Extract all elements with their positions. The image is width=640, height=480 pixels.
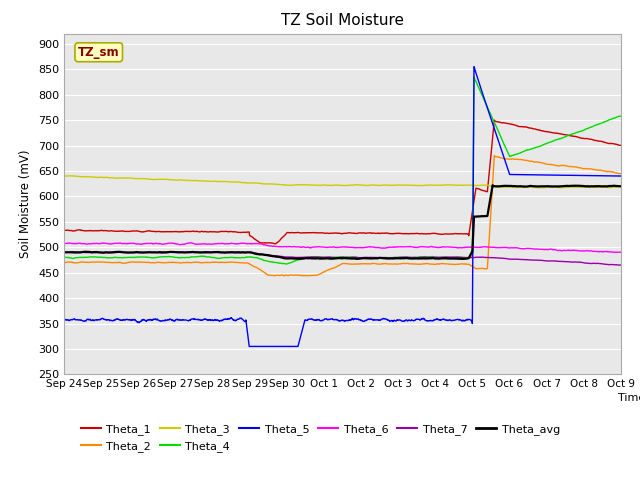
Legend: Theta_1, Theta_2, Theta_3, Theta_4, Theta_5, Theta_6, Theta_7, Theta_avg: Theta_1, Theta_2, Theta_3, Theta_4, Thet…	[81, 424, 560, 452]
Theta_6	[88, 241, 96, 247]
Theta_5	[88, 317, 96, 323]
Theta_avg	[316, 256, 324, 262]
Theta_4	[601, 119, 609, 124]
Theta_3	[68, 173, 76, 179]
Theta_6	[331, 244, 339, 250]
X-axis label: Time: Time	[618, 393, 640, 403]
Theta_1	[499, 120, 507, 126]
Theta_avg	[602, 183, 609, 189]
Theta_2	[617, 171, 625, 177]
Theta_7	[331, 255, 339, 261]
Title: TZ Soil Moisture: TZ Soil Moisture	[281, 13, 404, 28]
Theta_3	[602, 184, 609, 190]
Theta_2	[601, 168, 609, 174]
Theta_4	[88, 254, 96, 260]
Theta_7	[617, 262, 625, 268]
Theta_7	[601, 261, 609, 267]
Theta_avg	[499, 183, 507, 189]
Theta_5	[245, 344, 253, 349]
Theta_2	[602, 168, 609, 174]
Theta_2	[88, 259, 96, 265]
Line: Theta_5: Theta_5	[64, 67, 621, 347]
Theta_avg	[331, 255, 339, 261]
Theta_1	[316, 230, 324, 236]
Theta_5	[316, 318, 324, 324]
Theta_6	[316, 244, 324, 250]
Theta_3	[60, 173, 68, 179]
Theta_7	[316, 254, 324, 260]
Theta_4	[617, 113, 625, 119]
Theta_3	[316, 182, 324, 188]
Theta_5	[331, 317, 339, 323]
Theta_4	[470, 74, 478, 80]
Line: Theta_1: Theta_1	[64, 120, 621, 244]
Text: TZ_sm: TZ_sm	[78, 46, 120, 59]
Theta_6	[601, 249, 609, 254]
Line: Theta_6: Theta_6	[64, 243, 621, 252]
Theta_6	[617, 250, 625, 255]
Theta_avg	[617, 183, 625, 189]
Theta_7	[60, 250, 68, 255]
Line: Theta_2: Theta_2	[64, 156, 621, 276]
Theta_3	[617, 184, 625, 190]
Theta_7	[615, 262, 623, 268]
Theta_6	[611, 250, 618, 255]
Theta_7	[167, 249, 175, 255]
Theta_3	[601, 184, 609, 190]
Theta_5	[602, 173, 609, 179]
Theta_2	[490, 153, 498, 158]
Theta_6	[601, 249, 609, 254]
Theta_7	[601, 262, 609, 267]
Theta_2	[499, 156, 507, 161]
Theta_6	[188, 240, 195, 246]
Theta_5	[470, 64, 478, 70]
Theta_2	[280, 273, 288, 279]
Line: Theta_7: Theta_7	[64, 252, 621, 265]
Theta_4	[602, 119, 609, 125]
Theta_1	[331, 230, 339, 236]
Theta_avg	[601, 183, 609, 189]
Theta_1	[602, 140, 609, 145]
Y-axis label: Soil Moisture (mV): Soil Moisture (mV)	[19, 150, 33, 258]
Theta_2	[60, 260, 68, 265]
Theta_3	[89, 174, 97, 180]
Theta_1	[617, 143, 625, 148]
Theta_4	[60, 254, 68, 260]
Theta_4	[499, 139, 507, 145]
Theta_6	[60, 240, 68, 246]
Theta_6	[499, 245, 506, 251]
Theta_7	[499, 255, 506, 261]
Theta_avg	[489, 182, 497, 188]
Theta_5	[601, 173, 609, 179]
Theta_5	[617, 173, 625, 179]
Theta_5	[499, 152, 507, 157]
Theta_7	[88, 250, 96, 255]
Theta_5	[60, 317, 68, 323]
Theta_avg	[88, 249, 96, 255]
Line: Theta_3: Theta_3	[64, 176, 621, 188]
Theta_1	[272, 241, 280, 247]
Theta_3	[499, 184, 506, 190]
Theta_avg	[459, 256, 467, 262]
Line: Theta_avg: Theta_avg	[64, 185, 621, 259]
Theta_3	[331, 182, 339, 188]
Line: Theta_4: Theta_4	[64, 77, 621, 264]
Theta_1	[88, 228, 96, 234]
Theta_1	[60, 228, 68, 233]
Theta_1	[601, 139, 609, 145]
Theta_1	[490, 117, 498, 123]
Theta_4	[331, 254, 339, 260]
Theta_2	[331, 264, 339, 270]
Theta_2	[316, 271, 324, 277]
Theta_avg	[60, 250, 68, 255]
Theta_4	[316, 254, 324, 260]
Theta_4	[283, 261, 291, 267]
Theta_3	[538, 185, 545, 191]
